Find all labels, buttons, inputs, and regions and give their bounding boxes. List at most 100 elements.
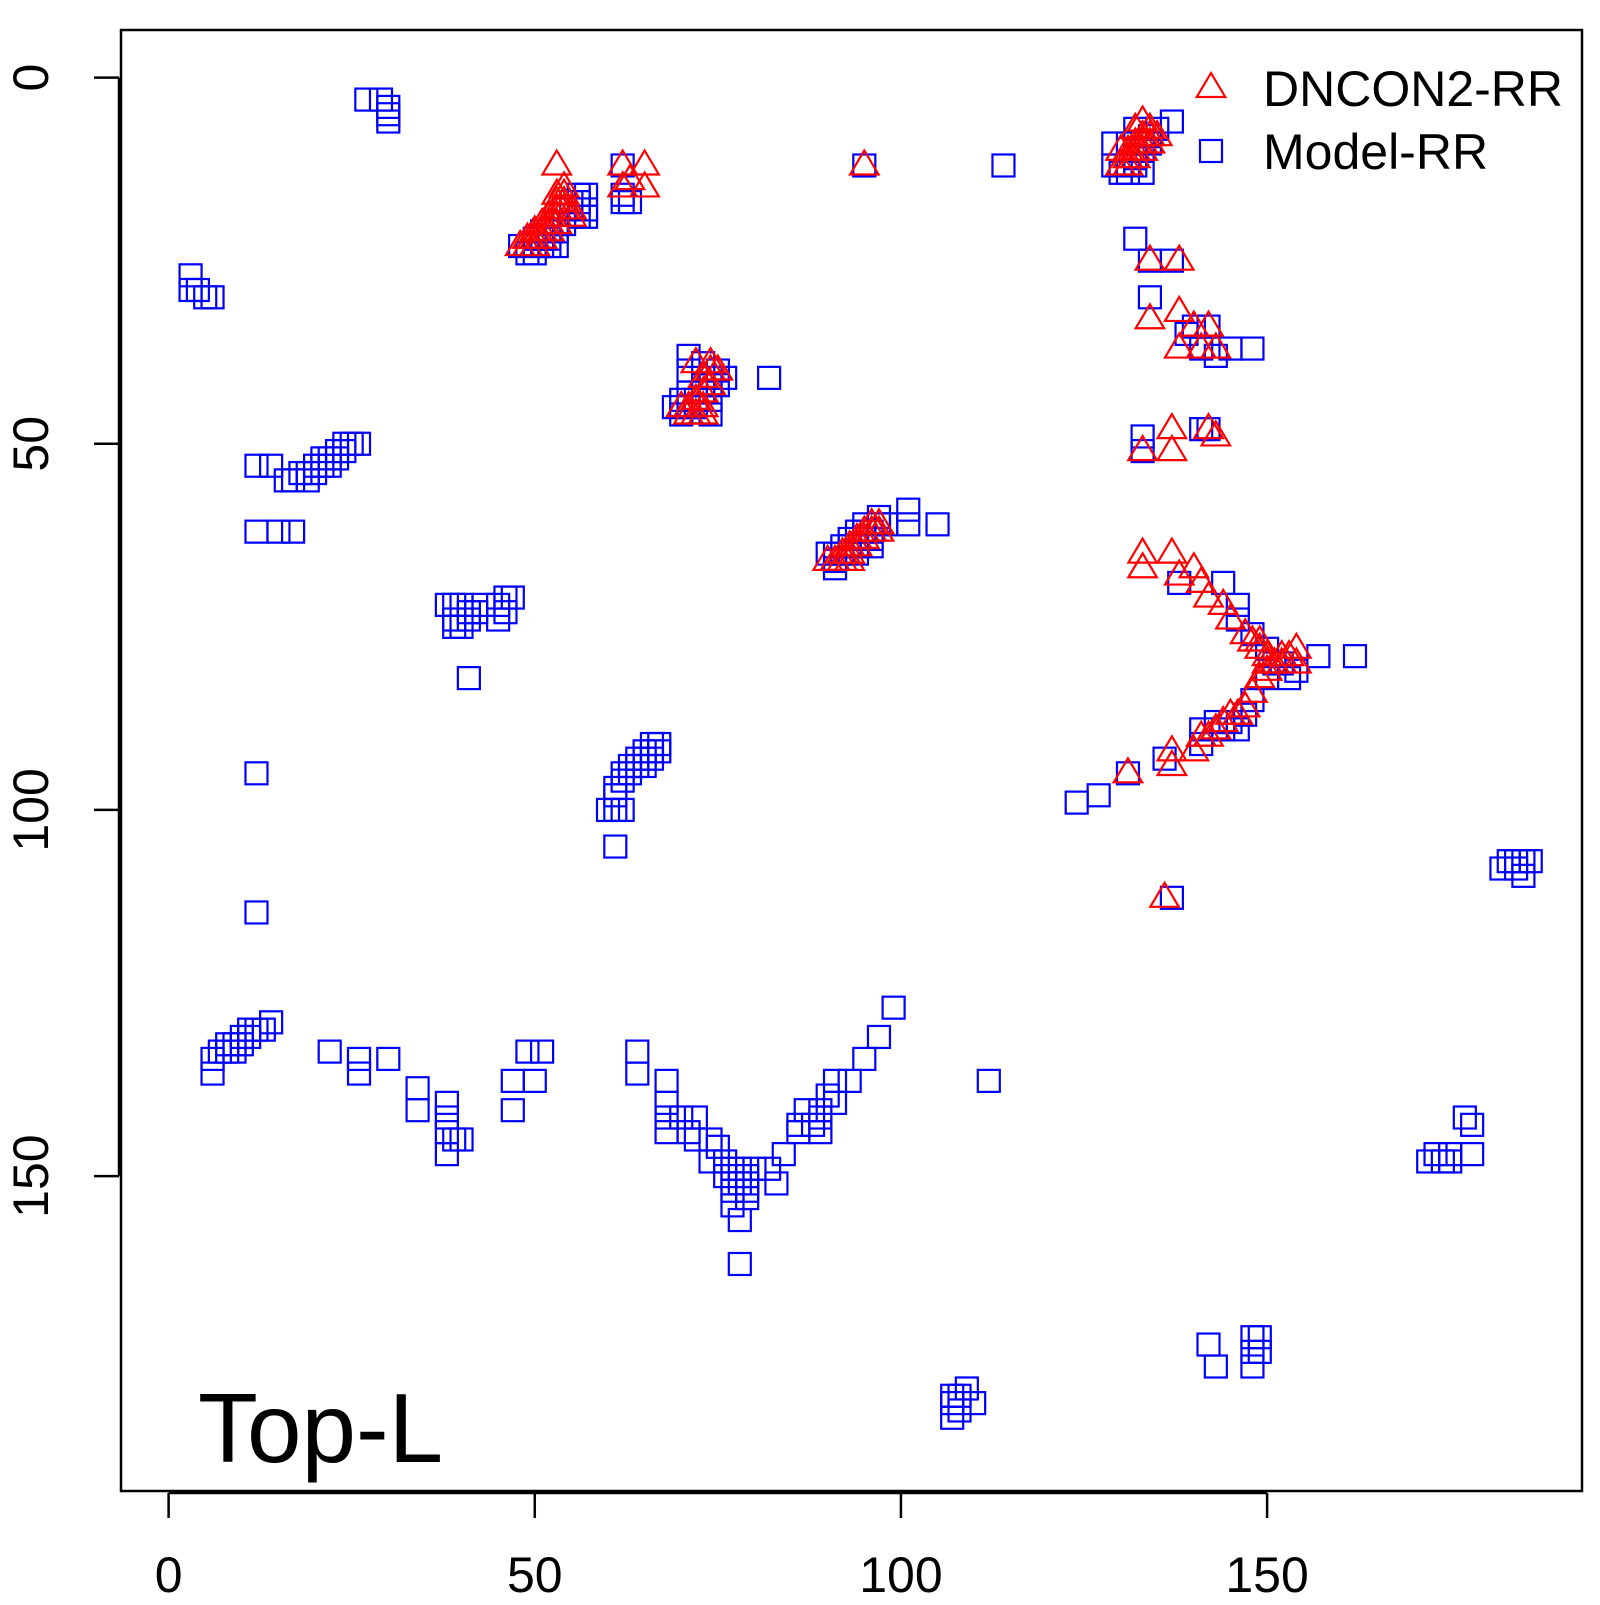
point-square (727, 1251, 752, 1277)
point-triangle (1126, 536, 1159, 564)
point-square (324, 446, 350, 471)
point-square (456, 607, 481, 632)
point-square (346, 1061, 372, 1086)
point-square (200, 1061, 225, 1086)
point-triangle (862, 507, 896, 535)
point-triangle (833, 543, 866, 572)
point-square (639, 731, 665, 757)
point-square (266, 519, 291, 544)
point-triangle (862, 514, 896, 542)
point-triangle (555, 199, 588, 227)
point-square (954, 1376, 979, 1401)
point-square (713, 1163, 738, 1189)
x-tick-label: 100 (859, 1547, 942, 1600)
point-square (757, 1156, 782, 1181)
point-triangle (606, 170, 639, 198)
point-square (822, 1068, 848, 1093)
point-square (1284, 658, 1309, 683)
point-triangle (1148, 880, 1181, 908)
point-square (486, 607, 511, 632)
point-triangle (628, 170, 661, 198)
point-square (376, 94, 401, 119)
point-square (317, 446, 342, 471)
y-axis: 0 50 100 150 (3, 64, 121, 1218)
point-square (1115, 761, 1141, 786)
point-square (1416, 1149, 1441, 1174)
point-triangle (1280, 646, 1313, 674)
point-triangle (1185, 565, 1218, 594)
point-square (822, 1090, 848, 1115)
point-square (244, 1017, 269, 1042)
point-square (1452, 1105, 1477, 1130)
point-triangle (1243, 631, 1276, 659)
y-tick-label: 150 (3, 1134, 59, 1217)
point-square (735, 1163, 760, 1189)
point-square (727, 1156, 752, 1181)
point-square (800, 1112, 826, 1137)
point-triangle (1133, 243, 1167, 271)
point-square (639, 739, 665, 764)
point-square (405, 1076, 430, 1101)
point-square (368, 87, 394, 112)
point-square (625, 746, 650, 771)
point-square (617, 753, 643, 779)
x-axis: 0 50 100 150 (155, 1491, 1309, 1603)
point-square (654, 1105, 679, 1130)
point-square (603, 797, 628, 823)
point-square (1130, 424, 1155, 449)
point-triangle (1206, 587, 1240, 615)
point-triangle (1163, 331, 1196, 359)
point-square (515, 1039, 540, 1064)
point-square (771, 1142, 796, 1167)
point-square (1130, 438, 1155, 464)
point-triangle (1228, 690, 1262, 718)
point-triangle (1163, 558, 1196, 586)
point-square (1189, 417, 1214, 442)
point-square (1086, 783, 1111, 808)
point-square (310, 446, 335, 471)
series-triangle (503, 104, 1313, 908)
point-triangle (1206, 704, 1240, 733)
point-square (280, 519, 306, 544)
point-square (1503, 849, 1529, 874)
point-triangle (848, 148, 881, 176)
point-square (456, 666, 481, 691)
point-square (493, 585, 518, 610)
plot-frame (119, 28, 1584, 1493)
point-triangle (1192, 411, 1225, 440)
point-square (610, 768, 635, 793)
point-square (808, 1105, 833, 1130)
point-square (852, 153, 877, 178)
point-square (647, 731, 672, 757)
point-square (354, 87, 379, 112)
point-triangle (547, 184, 581, 213)
point-triangle (613, 162, 647, 191)
point-square (1306, 644, 1331, 669)
point-square (705, 373, 730, 398)
point-square (676, 1120, 701, 1145)
point-square (720, 1156, 745, 1181)
point-square (207, 1039, 232, 1064)
point-triangle (1228, 617, 1262, 645)
legend-marker-triangle (1194, 70, 1228, 99)
point-square (405, 1098, 430, 1123)
point-triangle (1126, 133, 1159, 161)
point-square (786, 1120, 811, 1145)
point-triangle (1111, 756, 1145, 784)
point-square (881, 995, 906, 1020)
point-triangle (679, 382, 713, 410)
point-triangle (1177, 734, 1211, 762)
point-square (376, 1046, 401, 1072)
point-square (683, 1105, 708, 1130)
point-square (1159, 885, 1184, 910)
point-square (302, 460, 328, 486)
point-triangle (1199, 419, 1233, 447)
point-square (654, 1068, 679, 1093)
point-square (310, 453, 335, 478)
point-square (1438, 1149, 1463, 1174)
point-square (464, 600, 489, 625)
point-square (456, 600, 481, 625)
point-square (742, 1156, 767, 1181)
point-square (852, 1046, 877, 1072)
point-triangle (1133, 302, 1167, 330)
